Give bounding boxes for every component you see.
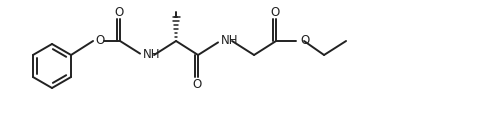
Text: NH: NH bbox=[221, 34, 239, 47]
Text: O: O bbox=[270, 5, 279, 18]
Text: O: O bbox=[192, 78, 201, 90]
Text: NH: NH bbox=[143, 49, 160, 61]
Text: O: O bbox=[114, 5, 123, 18]
Text: O: O bbox=[95, 34, 105, 47]
Text: O: O bbox=[300, 34, 309, 47]
